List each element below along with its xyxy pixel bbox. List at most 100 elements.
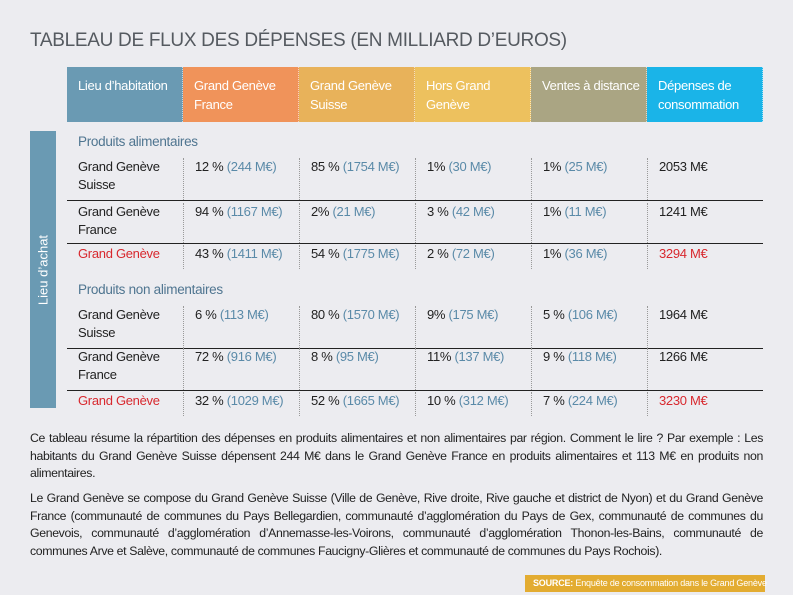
header-hors-gg: Hors Grand Genève	[415, 67, 531, 122]
header-lieu-habitation: Lieu d’habitation	[67, 67, 183, 122]
cell-amount: (1167 M€)	[226, 204, 283, 219]
cell-percent: 9%	[427, 307, 446, 322]
cell-percent: 12 %	[195, 159, 224, 174]
table-row: Grand Genève Suisse 12 % (244 M€) 85 % (17…	[67, 158, 763, 201]
table-cell: 12 % (244 M€)	[183, 158, 299, 200]
table-row: Grand Genève France 94 % (1167 M€) 2% (21 …	[67, 203, 763, 244]
cell-amount: (137 M€)	[454, 349, 505, 364]
page-title: TABLEAU DE FLUX DES DÉPENSES (EN MILLIAR…	[30, 30, 567, 51]
table-cell: 2 % (72 M€)	[415, 245, 531, 269]
cell-percent: 1%	[543, 246, 562, 261]
cell-percent: 6 %	[195, 307, 217, 322]
row-total: 1266 M€	[647, 348, 763, 390]
cell-percent: 10 %	[427, 393, 456, 408]
cell-percent: 8 %	[311, 349, 333, 364]
header-gg-france: Grand Genève France	[183, 67, 299, 122]
cell-percent: 1%	[543, 204, 562, 219]
table-cell: 85 % (1754 M€)	[299, 158, 415, 200]
cell-amount: (118 M€)	[567, 349, 617, 364]
cell-amount: (224 M€)	[567, 393, 618, 408]
cell-amount: (1570 M€)	[342, 307, 400, 322]
cell-amount: (113 M€)	[219, 307, 269, 322]
table-cell: 1% (36 M€)	[531, 245, 647, 269]
table-cell: 1% (25 M€)	[531, 158, 647, 200]
cell-percent: 32 %	[195, 393, 224, 408]
table-cell: 32 % (1029 M€)	[183, 392, 299, 416]
cell-amount: (312 M€)	[458, 393, 509, 408]
cell-amount: (175 M€)	[448, 307, 499, 322]
cell-amount: (1665 M€)	[342, 393, 400, 408]
composition-paragraph: Le Grand Genève se compose du Grand Genè…	[30, 491, 763, 558]
table-cell: 7 % (224 M€)	[531, 392, 647, 416]
side-label-bar: Lieu d’achat	[30, 131, 56, 408]
source-badge: SOURCE: Enquête de consommation dans le …	[525, 575, 767, 592]
table-cell: 94 % (1167 M€)	[183, 203, 299, 243]
table-cell: 8 % (95 M€)	[299, 348, 415, 390]
cell-percent: 2%	[311, 204, 330, 219]
cell-percent: 3 %	[427, 204, 449, 219]
row-label: Grand Genève France	[78, 204, 160, 237]
table-cell: 1% (11 M€)	[531, 203, 647, 243]
cell-percent: 11%	[427, 349, 452, 364]
cell-amount: (11 M€)	[564, 204, 607, 219]
row-total: 3230 M€	[647, 392, 763, 416]
cell-amount: (1029 M€)	[226, 393, 284, 408]
row-total: 3294 M€	[647, 245, 763, 269]
table-cell: 5 % (106 M€)	[531, 306, 647, 348]
explanation-paragraph: Ce tableau résume la répartition des dép…	[30, 431, 763, 480]
cell-percent: 72 %	[195, 349, 224, 364]
section-title: Produits alimentaires	[78, 134, 198, 149]
header-depenses: Dépenses de consommation	[647, 67, 763, 122]
table-cell: 52 % (1665 M€)	[299, 392, 415, 416]
row-label: Grand Genève	[78, 246, 160, 261]
table-cell: 6 % (113 M€)	[183, 306, 299, 348]
row-label: Grand Genève France	[78, 349, 160, 382]
cell-percent: 85 %	[311, 159, 340, 174]
row-total: 1241 M€	[647, 203, 763, 243]
cell-percent: 1%	[543, 159, 562, 174]
cell-amount: (106 M€)	[567, 307, 618, 322]
side-label: Lieu d’achat	[35, 234, 51, 305]
table-cell: 10 % (312 M€)	[415, 392, 531, 416]
source-label: SOURCE:	[533, 578, 574, 588]
cell-percent: 7 %	[543, 393, 565, 408]
table-row: Grand Genève 32 % (1029 M€) 52 % (1665 M€)…	[67, 392, 763, 416]
table-cell: 11% (137 M€)	[415, 348, 531, 390]
section-title: Produits non alimentaires	[78, 282, 223, 297]
table-cell: 80 % (1570 M€)	[299, 306, 415, 348]
cell-amount: (1775 M€)	[342, 246, 400, 261]
cell-amount: (1411 M€)	[226, 246, 283, 261]
cell-amount: (244 M€)	[226, 159, 277, 174]
table-cell: 72 % (916 M€)	[183, 348, 299, 390]
row-total: 1964 M€	[647, 306, 763, 348]
cell-amount: (42 M€)	[451, 204, 495, 219]
header-gg-suisse: Grand Genève Suisse	[299, 67, 415, 122]
table-cell: 9 % (118 M€)	[531, 348, 647, 390]
table-cell: 3 % (42 M€)	[415, 203, 531, 243]
table-cell: 1% (30 M€)	[415, 158, 531, 200]
cell-amount: (1754 M€)	[342, 159, 400, 174]
cell-percent: 80 %	[311, 307, 340, 322]
row-total: 2053 M€	[647, 158, 763, 200]
cell-percent: 43 %	[195, 246, 224, 261]
cell-amount: (25 M€)	[564, 159, 608, 174]
row-label: Grand Genève Suisse	[78, 159, 160, 192]
cell-amount: (916 M€)	[226, 349, 277, 364]
source-text: Enquête de consommation dans le Grand Ge…	[575, 578, 767, 588]
table-cell: 43 % (1411 M€)	[183, 245, 299, 269]
cell-percent: 2 %	[427, 246, 449, 261]
header-ventes-distance: Ventes à distance	[531, 67, 647, 122]
table-header: Lieu d’habitation Grand Genève France Gran…	[67, 67, 763, 122]
cell-percent: 1%	[427, 159, 446, 174]
table-row: Grand Genève 43 % (1411 M€) 54 % (1775 M€)…	[67, 245, 763, 269]
cell-percent: 54 %	[311, 246, 340, 261]
table-row: Grand Genève France 72 % (916 M€) 8 % (95 …	[67, 348, 763, 391]
table-row: Grand Genève Suisse 6 % (113 M€) 80 % (157…	[67, 306, 763, 349]
row-label: Grand Genève Suisse	[78, 307, 160, 340]
cell-percent: 52 %	[311, 393, 340, 408]
cell-amount: (72 M€)	[451, 246, 495, 261]
cell-percent: 9 %	[543, 349, 565, 364]
cell-percent: 5 %	[543, 307, 565, 322]
cell-amount: (21 M€)	[332, 204, 376, 219]
cell-percent: 94 %	[195, 204, 224, 219]
